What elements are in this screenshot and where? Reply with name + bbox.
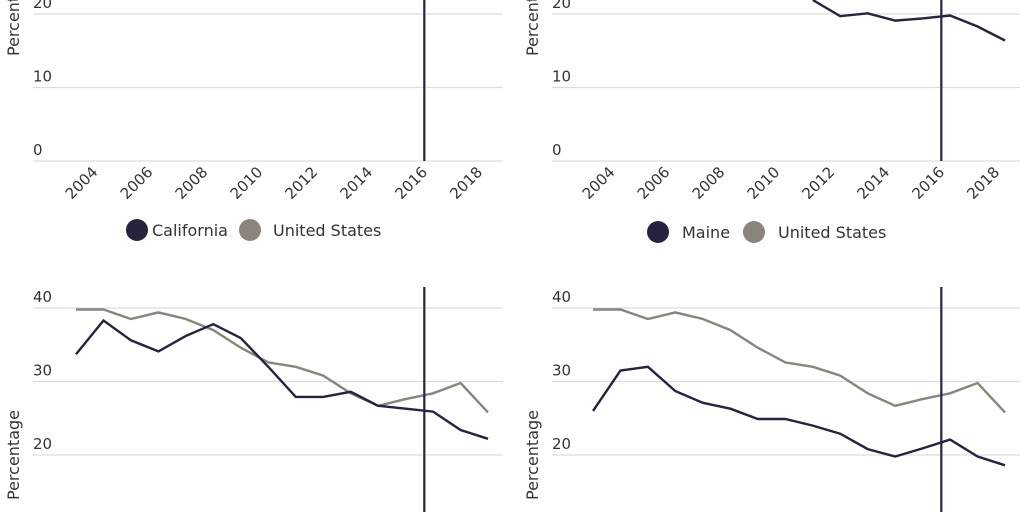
y-axis-title: Percentage xyxy=(4,410,23,500)
x-tick-label: 2006 xyxy=(634,163,674,203)
x-tick-label: 2012 xyxy=(282,163,322,203)
y-tick-label: 30 xyxy=(552,362,571,380)
y-tick-label: 0 xyxy=(552,141,562,159)
y-tick-label: 30 xyxy=(33,362,52,380)
x-tick-label: 2008 xyxy=(172,163,212,203)
series-line-united-states xyxy=(593,308,1006,414)
x-tick-label: 2008 xyxy=(689,163,729,203)
series-line-united-states xyxy=(76,308,489,414)
legend-swatch-maine xyxy=(647,221,669,243)
x-tick-label: 2016 xyxy=(391,163,431,203)
x-tick-label: 2018 xyxy=(446,163,486,203)
legend-label: United States xyxy=(273,221,381,240)
y-tick-label: 20 xyxy=(33,435,52,453)
x-tick-label: 2006 xyxy=(117,163,157,203)
series-line-california xyxy=(75,318,489,440)
x-tick-label: 2010 xyxy=(227,163,267,203)
y-tick-label: 20 xyxy=(552,0,571,12)
y-tick-label: 40 xyxy=(552,288,571,306)
legend-label: United States xyxy=(778,223,886,242)
y-tick-label: 10 xyxy=(33,68,52,86)
y-axis-title: Percentage xyxy=(4,0,23,56)
series-line-maine xyxy=(812,0,1006,42)
chart-panel-2: 0 10 20 Percentage 2004 2006 2008 2010 2012 2014 2… xyxy=(523,0,1020,243)
y-axis-title: Percentage xyxy=(523,410,542,500)
x-tick-label: 2016 xyxy=(908,163,948,203)
x-tick-label: 2004 xyxy=(62,163,102,203)
legend-swatch-united-states xyxy=(239,219,261,241)
chart-panel-3: 20 30 40 Percentage xyxy=(4,287,503,512)
y-axis-title: Percentage xyxy=(523,0,542,56)
legend-swatch-california xyxy=(126,219,148,241)
y-tick-label: 10 xyxy=(552,68,571,86)
legend-label: California xyxy=(152,221,228,240)
chart-panel-1: 0 10 20 Percentage 2004 2006 2008 2010 2012 2014 2… xyxy=(4,0,503,241)
x-tick-label: 2012 xyxy=(799,163,839,203)
y-tick-label: 20 xyxy=(552,435,571,453)
legend-swatch-united-states xyxy=(743,221,765,243)
y-tick-label: 40 xyxy=(33,288,52,306)
x-tick-label: 2010 xyxy=(744,163,784,203)
chart-panel-4: 20 30 40 Percentage xyxy=(523,287,1020,512)
x-tick-label: 2004 xyxy=(579,163,619,203)
x-tick-label: 2018 xyxy=(963,163,1003,203)
legend-label: Maine xyxy=(682,223,730,242)
x-tick-label: 2014 xyxy=(336,163,376,203)
x-tick-label: 2014 xyxy=(853,163,893,203)
y-tick-label: 0 xyxy=(33,141,43,159)
series-line-maine xyxy=(592,365,1006,467)
y-tick-label: 20 xyxy=(33,0,52,12)
